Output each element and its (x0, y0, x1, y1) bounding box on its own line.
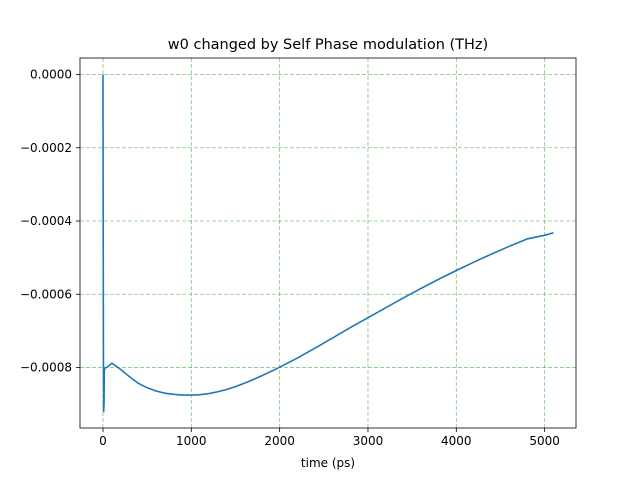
x-tick-label: 1000 (176, 434, 207, 448)
y-tick-label: −0.0008 (20, 361, 72, 375)
x-tick-label: 0 (99, 434, 107, 448)
x-axis-label: time (ps) (301, 456, 355, 470)
x-tick-label: 5000 (529, 434, 560, 448)
x-tick-label: 2000 (264, 434, 295, 448)
x-tick-label: 3000 (353, 434, 384, 448)
series-line (102, 74, 554, 413)
plot-area (80, 58, 576, 428)
plot-frame (79, 57, 577, 429)
y-tick-label: −0.0002 (20, 141, 72, 155)
x-tick-label: 4000 (441, 434, 472, 448)
x-axis-ticks: 0 1000 2000 3000 4000 5000 (99, 428, 560, 448)
y-tick-label: −0.0006 (20, 287, 72, 301)
series-layer (102, 74, 554, 413)
chart-title: w0 changed by Self Phase modulation (THz… (168, 37, 488, 53)
y-tick-label: 0.0000 (30, 67, 72, 81)
y-tick-label: −0.0004 (20, 214, 72, 228)
y-axis-ticks: 0.0000 −0.0002 −0.0004 −0.0006 −0.0008 (20, 67, 80, 375)
